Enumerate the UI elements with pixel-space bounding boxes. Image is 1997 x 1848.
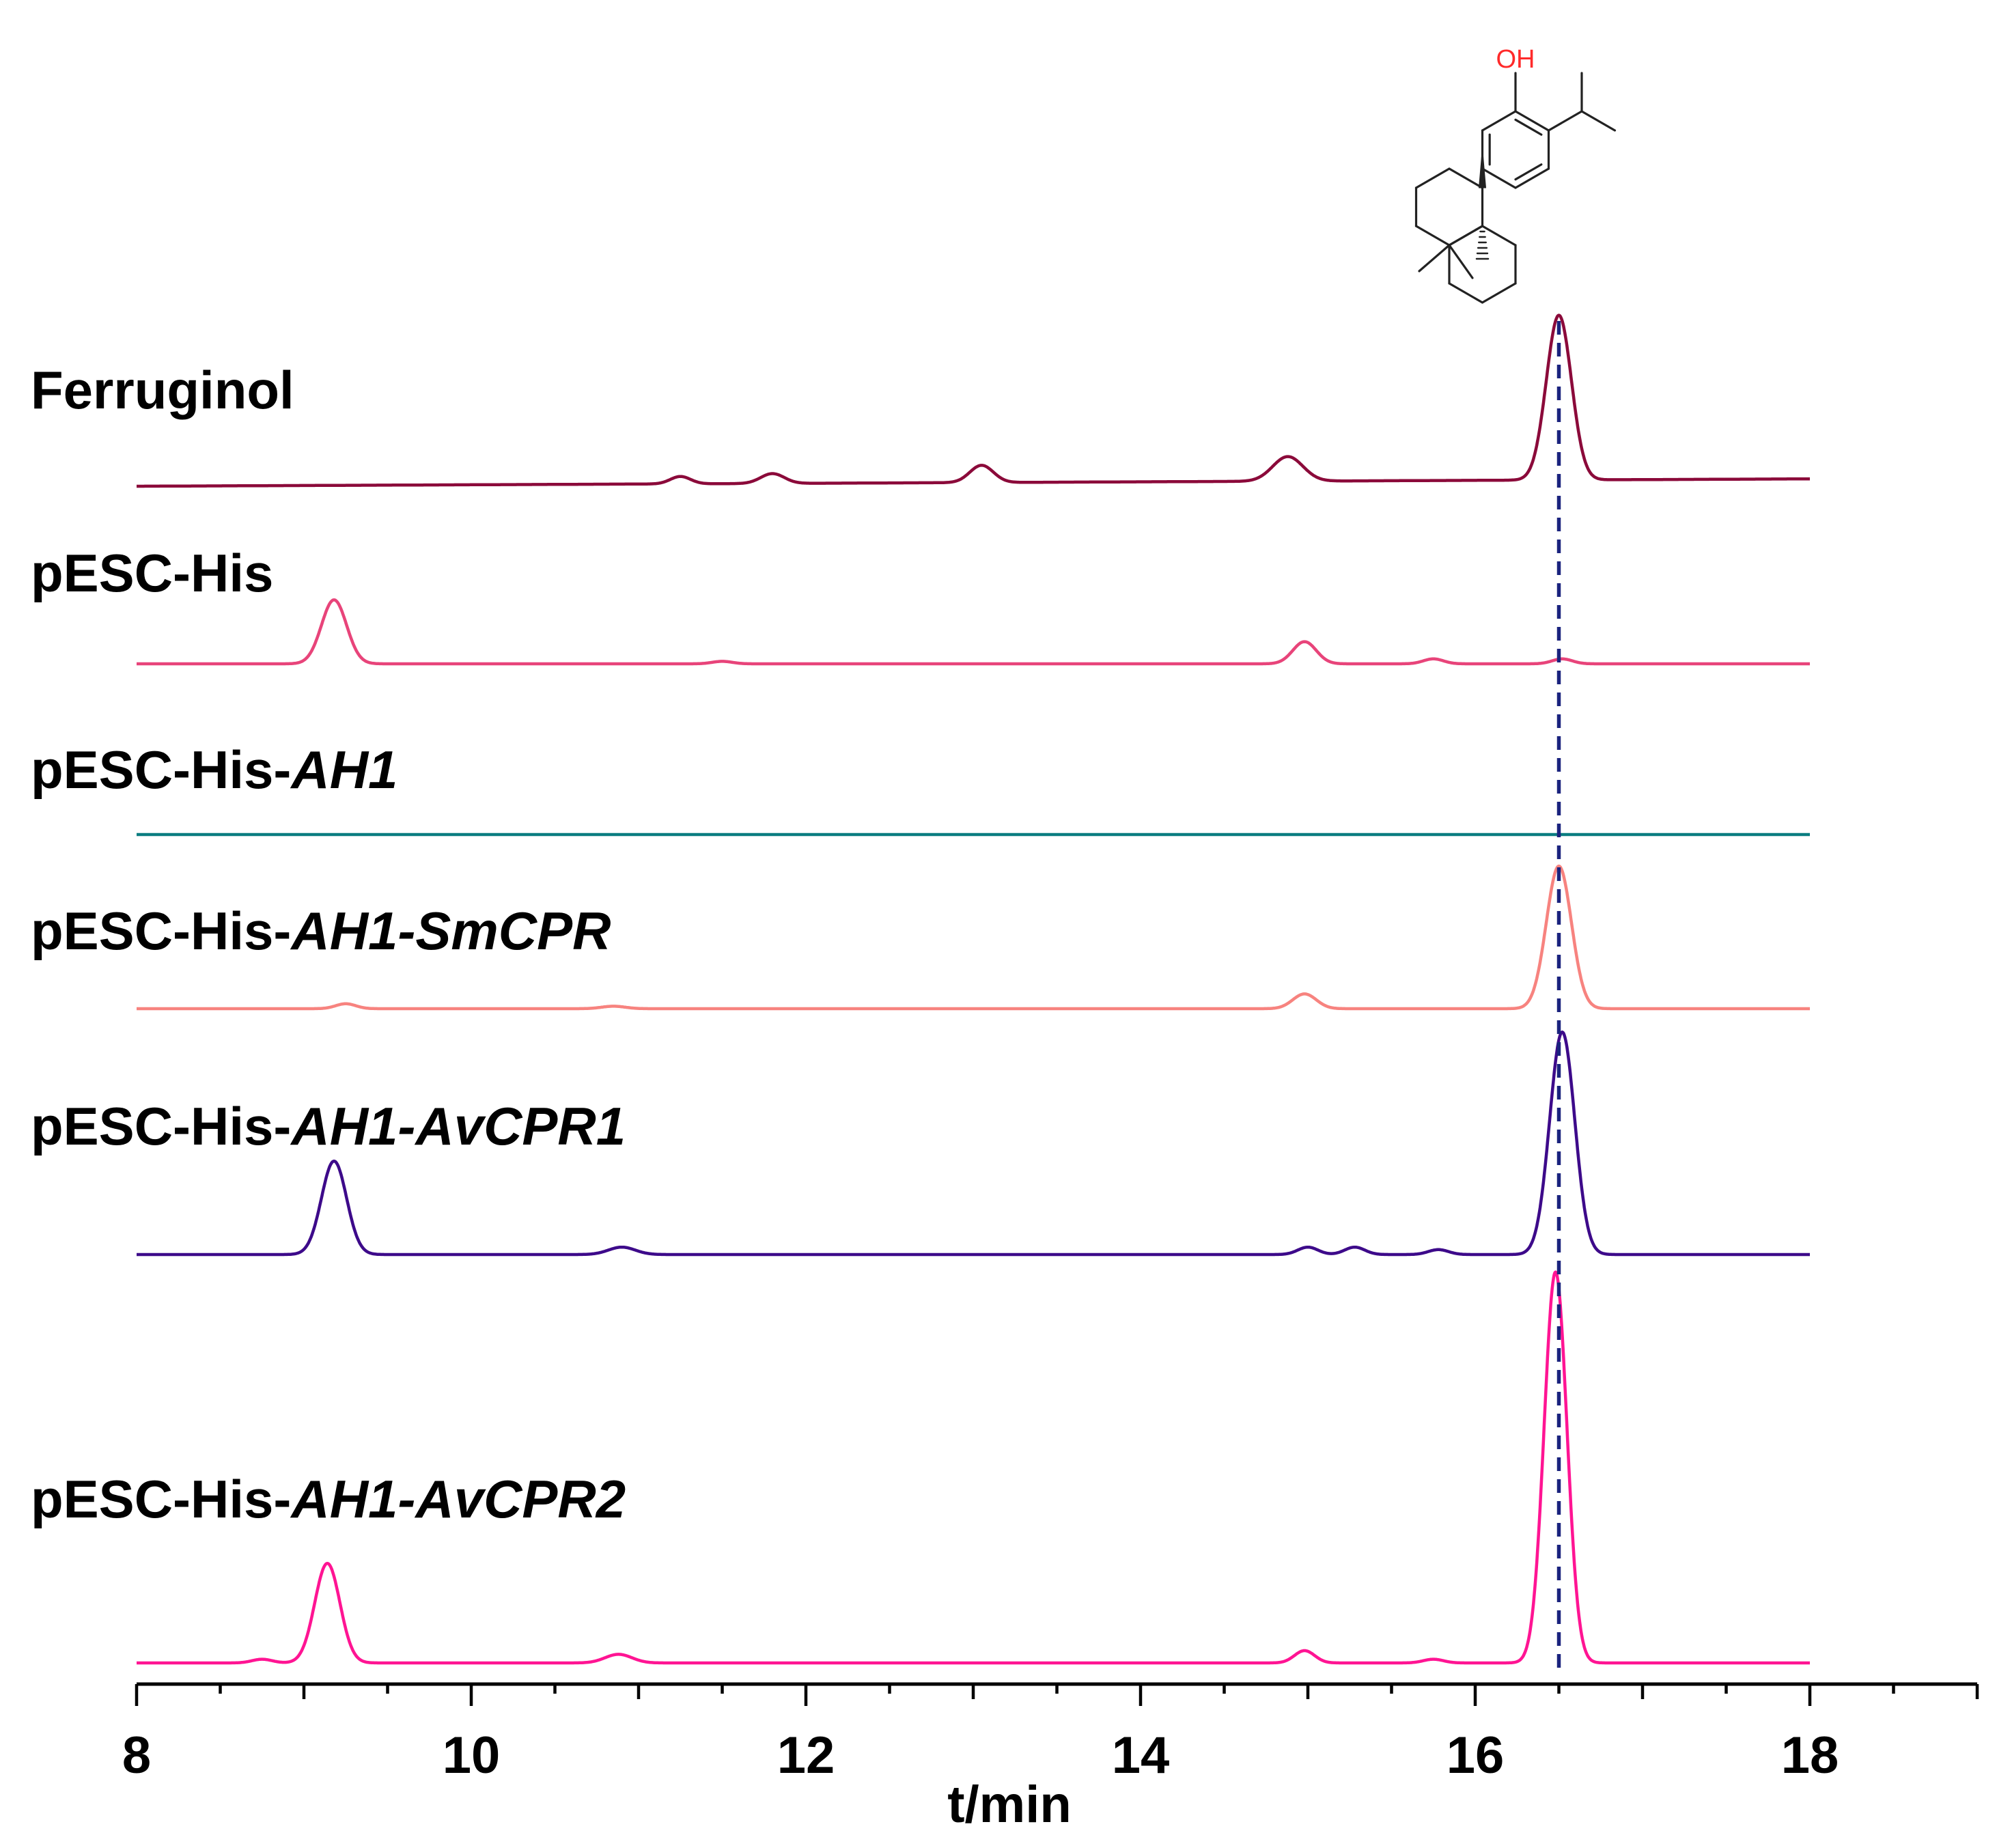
bond [1514, 167, 1550, 189]
bond [1481, 282, 1517, 304]
methyl-wedge [1478, 148, 1486, 188]
trace-Ferruginol [135, 313, 1811, 488]
trace-pESC-His [135, 598, 1811, 666]
trace-label-pESC-His-AH1-SmCPR: pESC-His-AH1-SmCPR [31, 901, 611, 961]
trace-label-Ferruginol: Ferruginol [31, 360, 294, 420]
x-tick-label: 12 [777, 1726, 835, 1784]
trace-label-pESC-His-AH1-AvCPR1: pESC-His-AH1-AvCPR1 [31, 1096, 626, 1156]
trace-pESC-His-AH1-AvCPR2 [135, 1270, 1811, 1665]
trace-pESC-His-AH1-AvCPR1 [135, 1030, 1811, 1257]
bond [1448, 244, 1474, 279]
bond [1514, 163, 1543, 181]
x-tick-label: 14 [1112, 1726, 1170, 1784]
bond [1580, 110, 1617, 132]
trace-pESC-His-AH1-SmCPR [135, 864, 1811, 1011]
bond [1547, 110, 1583, 132]
x-axis: 8 10 12 14 16 18 [122, 1682, 1979, 1784]
bond [1448, 225, 1484, 247]
bond [1481, 110, 1517, 132]
bond [1414, 167, 1451, 189]
trace-label-pESC-His: pESC-His [31, 543, 273, 603]
trace-label-pESC-His-AH1-AvCPR2: pESC-His-AH1-AvCPR2 [31, 1469, 626, 1529]
bond [1414, 225, 1451, 247]
bond [1448, 167, 1484, 189]
x-tick-label: 10 [443, 1726, 501, 1784]
x-tick-label: 18 [1781, 1726, 1839, 1784]
bond [1418, 244, 1451, 272]
bond [1481, 225, 1517, 247]
bond [1514, 118, 1543, 136]
bond [1448, 282, 1484, 304]
x-tick-label: 8 [122, 1726, 151, 1784]
x-tick-label: 16 [1447, 1726, 1505, 1784]
ferruginol-structure [1414, 72, 1617, 304]
trace-label-group: Ferruginol pESC-His pESC-His-AH1 pESC-His-A… [31, 360, 626, 1529]
trace-label-pESC-His-AH1: pESC-His-AH1 [31, 740, 397, 800]
hydroxyl-label: OH [1496, 45, 1535, 74]
trace-group [135, 313, 1811, 1665]
bond [1481, 167, 1517, 189]
x-axis-title: t/min [947, 1776, 1072, 1834]
bond [1514, 110, 1550, 132]
